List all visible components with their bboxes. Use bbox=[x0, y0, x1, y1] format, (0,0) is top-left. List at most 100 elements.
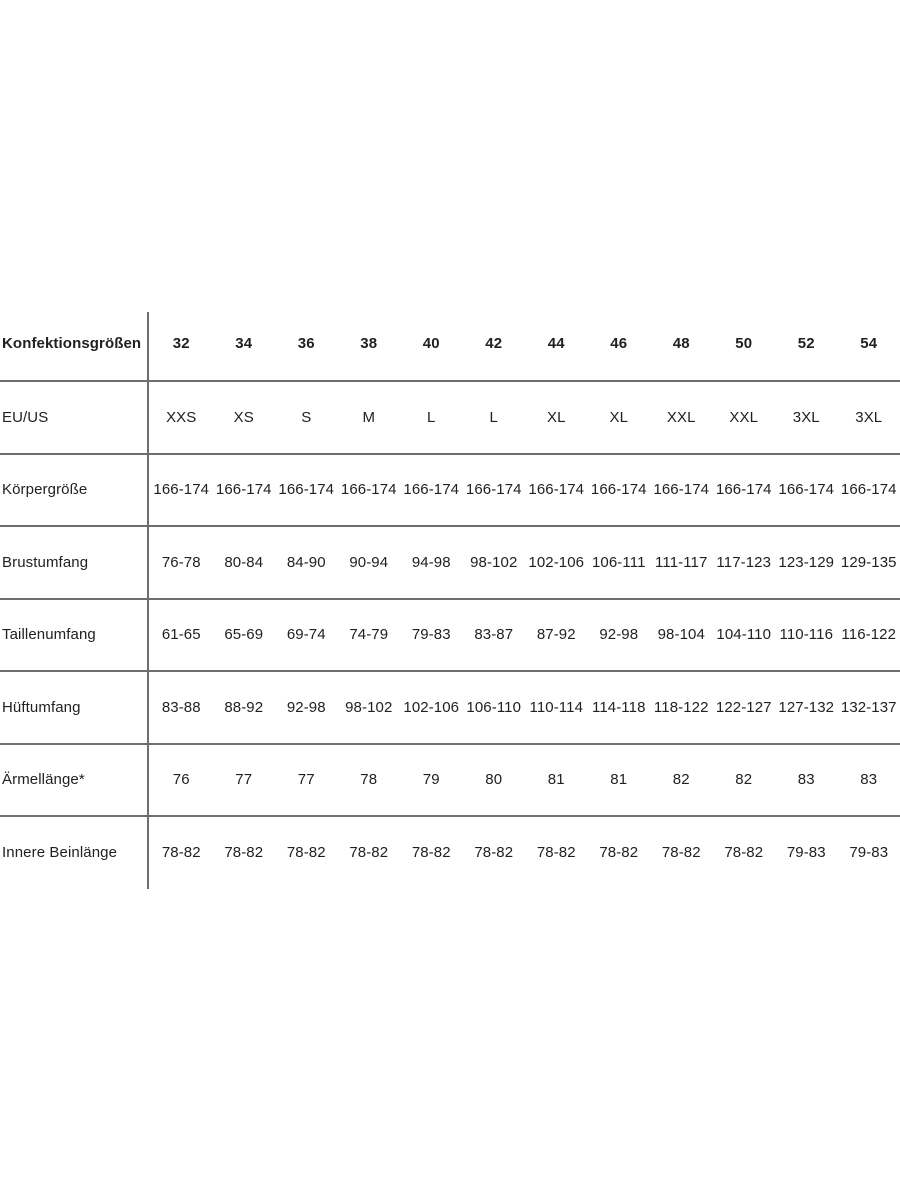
size-column-header-8: 46 bbox=[610, 335, 628, 352]
size-value-cell: 65-69 bbox=[212, 597, 275, 671]
row-label-6: Ärmellänge* bbox=[0, 742, 150, 816]
size-column-header-5: 40 bbox=[422, 335, 440, 352]
table-vertical-divider bbox=[147, 312, 149, 889]
size-value-cell: 166-174 bbox=[775, 452, 838, 526]
size-value-cell: 82 bbox=[650, 742, 713, 816]
size-value-cell: 77 bbox=[275, 742, 338, 816]
size-value-cell: 78-82 bbox=[337, 815, 400, 888]
size-value-cell: 166-174 bbox=[650, 452, 713, 526]
size-value-cell: XXS bbox=[150, 380, 213, 453]
size-value-cell: 61-65 bbox=[150, 597, 213, 671]
size-value-cell: 78 bbox=[337, 742, 400, 816]
size-value-cell: 166-174 bbox=[400, 452, 463, 526]
size-chart-table: Konfektionsgrößen 32 34 36 38 40 42 44 46 48 50 52 5… bbox=[0, 307, 900, 888]
size-value-cell: 80 bbox=[462, 742, 525, 816]
size-value-cell: 83 bbox=[837, 742, 900, 816]
size-column-header-9: 48 bbox=[672, 335, 690, 352]
size-value-cell: 79-83 bbox=[775, 815, 838, 888]
row-label-5: Hüftumfang bbox=[0, 670, 150, 743]
size-value-cell: 98-102 bbox=[462, 525, 525, 598]
size-value-cell: 90-94 bbox=[337, 525, 400, 598]
size-value-cell: XS bbox=[212, 380, 275, 453]
size-value-cell: 79-83 bbox=[400, 597, 463, 671]
size-value-cell: 118-122 bbox=[650, 670, 713, 743]
size-value-cell: 110-114 bbox=[525, 670, 588, 743]
size-value-cell: 122-127 bbox=[712, 670, 775, 743]
size-value-cell: 127-132 bbox=[775, 670, 838, 743]
size-value-cell: XL bbox=[525, 380, 588, 453]
size-value-cell: 129-135 bbox=[837, 525, 900, 598]
size-value-cell: XXL bbox=[650, 380, 713, 453]
row-label-4: Taillenumfang bbox=[0, 597, 150, 671]
size-value-cell: 123-129 bbox=[775, 525, 838, 598]
size-value-cell: 84-90 bbox=[275, 525, 338, 598]
row-label-7: Innere Beinlänge bbox=[0, 815, 150, 888]
size-value-cell: 117-123 bbox=[712, 525, 775, 598]
size-value-cell: XXL bbox=[712, 380, 775, 453]
size-value-cell: 79 bbox=[400, 742, 463, 816]
size-value-cell: 3XL bbox=[775, 380, 838, 453]
size-value-cell: L bbox=[462, 380, 525, 453]
size-value-cell: 78-82 bbox=[587, 815, 650, 888]
size-value-cell: 82 bbox=[712, 742, 775, 816]
size-value-cell: 166-174 bbox=[712, 452, 775, 526]
size-value-cell: 79-83 bbox=[837, 815, 900, 888]
size-column-header-11: 52 bbox=[797, 335, 815, 352]
size-value-cell: 106-110 bbox=[462, 670, 525, 743]
size-value-cell: L bbox=[400, 380, 463, 453]
size-value-cell: 94-98 bbox=[400, 525, 463, 598]
size-value-cell: 110-116 bbox=[775, 597, 838, 671]
size-value-cell: 166-174 bbox=[462, 452, 525, 526]
size-value-cell: 76 bbox=[150, 742, 213, 816]
size-value-cell: 102-106 bbox=[525, 525, 588, 598]
size-value-cell: 116-122 bbox=[837, 597, 900, 671]
size-value-cell: 81 bbox=[587, 742, 650, 816]
size-value-cell: 83-88 bbox=[150, 670, 213, 743]
size-value-cell: 78-82 bbox=[275, 815, 338, 888]
size-value-cell: 104-110 bbox=[712, 597, 775, 671]
size-value-cell: 98-104 bbox=[650, 597, 713, 671]
size-column-header-6: 42 bbox=[485, 335, 503, 352]
size-value-cell: 106-111 bbox=[587, 525, 650, 598]
size-value-cell: 74-79 bbox=[337, 597, 400, 671]
size-value-cell: 88-92 bbox=[212, 670, 275, 743]
size-value-cell: 78-82 bbox=[462, 815, 525, 888]
size-value-cell: 166-174 bbox=[525, 452, 588, 526]
size-column-header-4: 38 bbox=[360, 335, 378, 352]
table-corner-label: Konfektionsgrößen bbox=[2, 335, 142, 352]
size-value-cell: 78-82 bbox=[400, 815, 463, 888]
size-value-cell: 87-92 bbox=[525, 597, 588, 671]
size-value-cell: 166-174 bbox=[587, 452, 650, 526]
size-column-header-7: 44 bbox=[547, 335, 565, 352]
size-value-cell: 166-174 bbox=[275, 452, 338, 526]
size-value-cell: 166-174 bbox=[837, 452, 900, 526]
size-value-cell: 166-174 bbox=[337, 452, 400, 526]
size-value-cell: 81 bbox=[525, 742, 588, 816]
size-value-cell: 98-102 bbox=[337, 670, 400, 743]
size-column-header-1: 32 bbox=[172, 335, 190, 352]
size-value-cell: 166-174 bbox=[212, 452, 275, 526]
size-column-header-10: 50 bbox=[735, 335, 753, 352]
size-column-header-12: 54 bbox=[860, 335, 878, 352]
size-value-cell: 83 bbox=[775, 742, 838, 816]
size-value-cell: 77 bbox=[212, 742, 275, 816]
size-value-cell: XL bbox=[587, 380, 650, 453]
row-label-1: EU/US bbox=[0, 380, 150, 453]
size-value-cell: 80-84 bbox=[212, 525, 275, 598]
size-value-cell: 83-87 bbox=[462, 597, 525, 671]
row-label-2: Körpergröße bbox=[0, 452, 150, 526]
size-value-cell: 92-98 bbox=[275, 670, 338, 743]
size-value-cell: 78-82 bbox=[150, 815, 213, 888]
size-value-cell: 78-82 bbox=[650, 815, 713, 888]
size-value-cell: M bbox=[337, 380, 400, 453]
size-value-cell: 166-174 bbox=[150, 452, 213, 526]
size-column-header-3: 36 bbox=[297, 335, 315, 352]
size-value-cell: 114-118 bbox=[587, 670, 650, 743]
size-value-cell: 92-98 bbox=[587, 597, 650, 671]
size-value-cell: 76-78 bbox=[150, 525, 213, 598]
size-value-cell: 78-82 bbox=[712, 815, 775, 888]
size-value-cell: S bbox=[275, 380, 338, 453]
size-column-header-2: 34 bbox=[235, 335, 253, 352]
size-value-cell: 78-82 bbox=[212, 815, 275, 888]
